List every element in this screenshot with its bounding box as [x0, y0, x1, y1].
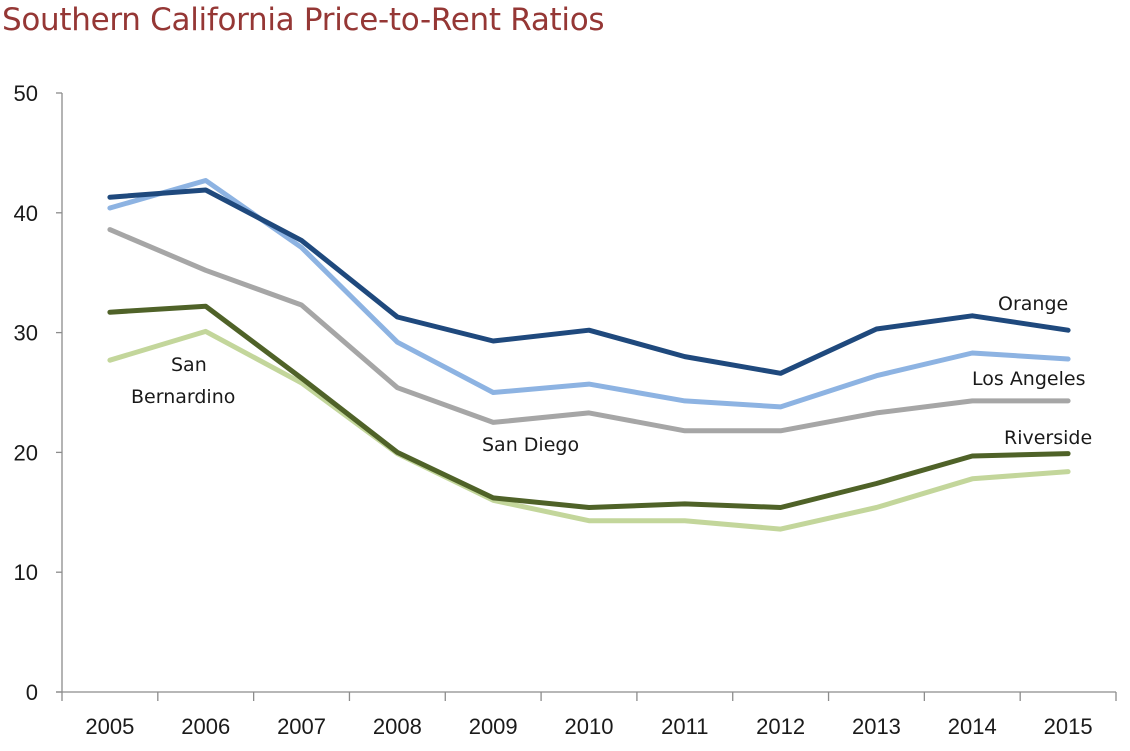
- annotation-orange: Orange: [998, 293, 1068, 315]
- series-lines: [107, 178, 1071, 532]
- x-tick-label: 2013: [852, 714, 901, 739]
- x-tick-label: 2007: [277, 714, 326, 739]
- x-tick-label: 2014: [948, 714, 997, 739]
- y-tick-label: 10: [14, 560, 38, 585]
- annotation-san-diego: San Diego: [482, 434, 579, 456]
- x-tick-label: 2008: [373, 714, 422, 739]
- axes: 0 10 20 30 40 50 2005 2006 2007 2008 2009 2010 2011 2…: [14, 81, 1117, 739]
- annotations: Orange Los Angeles San Diego Riverside S…: [131, 293, 1092, 456]
- chart-title: Southern California Price-to-Rent Ratios: [2, 2, 605, 38]
- x-tick-label: 2009: [469, 714, 518, 739]
- x-tick-label: 2015: [1044, 714, 1093, 739]
- x-tick-label: 2006: [181, 714, 230, 739]
- series-line-orange: [107, 187, 1071, 376]
- series-line-san-bernardino: [107, 328, 1071, 532]
- annotation-san-bernardino-line1: San: [171, 354, 207, 376]
- x-tick-label: 2010: [565, 714, 614, 739]
- x-tick-label: 2011: [661, 714, 708, 739]
- y-tick-label: 30: [14, 321, 38, 346]
- y-tick-label: 0: [26, 680, 38, 705]
- y-tick-label: 40: [14, 201, 38, 226]
- x-tick-label: 2012: [756, 714, 805, 739]
- annotation-san-bernardino-line2: Bernardino: [131, 386, 235, 408]
- annotation-los-angeles: Los Angeles: [972, 368, 1085, 390]
- series-line-san-diego: [107, 227, 1071, 434]
- y-tick-label: 50: [14, 81, 38, 106]
- y-tick-label: 20: [14, 440, 38, 465]
- x-tick-label: 2005: [85, 714, 134, 739]
- annotation-riverside: Riverside: [1004, 427, 1092, 449]
